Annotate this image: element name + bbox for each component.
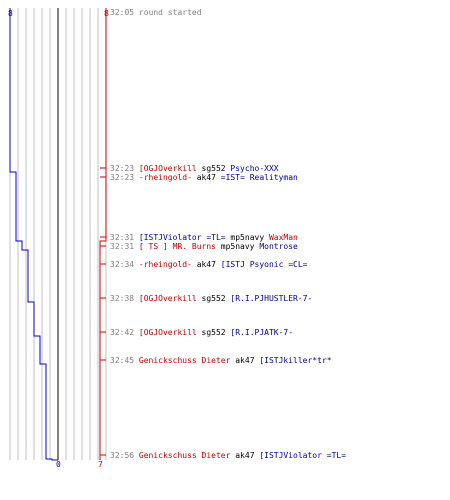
victim-name: Psycho-XXX xyxy=(230,164,279,173)
kill-row: 32:31 [ISTJViolator =TL= mp5navy WaxMan xyxy=(110,233,298,242)
blue-alive-line xyxy=(9,8,58,461)
red-alive-line xyxy=(99,8,107,460)
event-time: 32:45 xyxy=(110,356,139,365)
victim-name: =IST= Realityman xyxy=(220,173,298,182)
event-text: round started xyxy=(138,8,202,17)
graph-lines xyxy=(9,8,107,461)
victim-name: [ISTJ Psyonic =CL= xyxy=(220,260,308,269)
weapon-name: ak47 xyxy=(230,356,260,365)
blue-start-count: 8 xyxy=(8,9,13,18)
event-time: 32:34 xyxy=(110,260,139,269)
weapon-name: ak47 xyxy=(191,260,221,269)
event-time: 32:31 xyxy=(110,233,139,242)
event-time: 32:56 xyxy=(110,451,139,460)
kill-row: 32:45 Genickschuss Dieter ak47 [ISTJkill… xyxy=(110,356,332,365)
weapon-name: ak47 xyxy=(230,451,260,460)
victim-name: WaxMan xyxy=(268,233,298,242)
victim-name: Montrose xyxy=(259,242,298,251)
red-end-count: 7 xyxy=(98,460,103,469)
kill-row: 32:56 Genickschuss Dieter ak47 [ISTJViol… xyxy=(110,451,346,460)
event-time: 32:38 xyxy=(110,294,139,303)
killer-name: [ TS ] MR. Burns xyxy=(138,242,216,251)
event-time: 32:05 xyxy=(110,8,139,17)
killer-name: [ISTJViolator =TL= xyxy=(138,233,226,242)
kill-row: 32:31 [ TS ] MR. Burns mp5navy Montrose xyxy=(110,242,298,251)
victim-name: [R.I.PJHUSTLER-7- xyxy=(230,294,313,303)
kill-row: 32:38 [OGJOverkill sg552 [R.I.PJHUSTLER-… xyxy=(110,294,312,303)
event-time: 32:23 xyxy=(110,164,139,173)
graph-grid xyxy=(9,8,107,460)
kill-row: 32:42 [OGJOverkill sg552 [R.I.PJATK-7- xyxy=(110,328,293,337)
killer-name: [OGJOverkill xyxy=(138,328,197,337)
round-start-row: 32:05 round started xyxy=(110,8,202,17)
event-time: 32:42 xyxy=(110,328,139,337)
killer-name: [OGJOverkill xyxy=(138,164,197,173)
weapon-name: mp5navy xyxy=(215,242,260,251)
victim-name: [R.I.PJATK-7- xyxy=(230,328,294,337)
victim-name: [ISTJViolator =TL= xyxy=(259,451,347,460)
weapon-name: sg552 xyxy=(196,294,231,303)
killer-name: -rheingold- xyxy=(138,260,192,269)
weapon-name: ak47 xyxy=(191,173,221,182)
victim-name: [ISTJkiller*tr* xyxy=(259,356,332,365)
alive-count-graph: 8 8 0 7 xyxy=(8,8,109,469)
killer-name: [OGJOverkill xyxy=(138,294,197,303)
blue-end-count: 0 xyxy=(56,460,61,469)
killer-name: Genickschuss Dieter xyxy=(138,451,231,460)
killer-name: Genickschuss Dieter xyxy=(138,356,231,365)
event-time: 32:23 xyxy=(110,173,139,182)
kill-row: 32:34 -rheingold- ak47 [ISTJ Psyonic =CL… xyxy=(110,260,308,269)
weapon-name: sg552 xyxy=(196,164,231,173)
kill-row: 32:23 [OGJOverkill sg552 Psycho-XXX xyxy=(110,164,279,173)
weapon-name: mp5navy xyxy=(225,233,269,242)
kill-row: 32:23 -rheingold- ak47 =IST= Realityman xyxy=(110,173,298,182)
event-time: 32:31 xyxy=(110,242,139,251)
killer-name: -rheingold- xyxy=(138,173,192,182)
kill-feed: 32:05 round started 32:23 [OGJOverkill sg… xyxy=(110,0,450,500)
red-start-count: 8 xyxy=(104,9,109,18)
weapon-name: sg552 xyxy=(196,328,231,337)
